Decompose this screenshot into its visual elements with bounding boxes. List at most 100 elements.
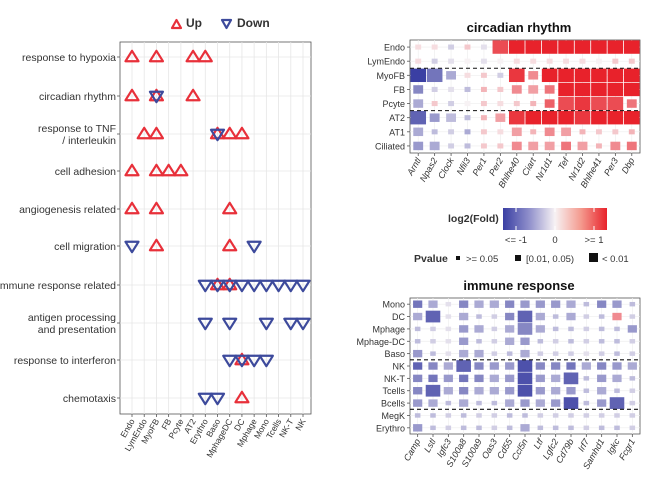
heatmap-cell	[428, 362, 438, 370]
heatmap-cell	[614, 351, 620, 356]
heatmap-cell	[551, 399, 561, 407]
heatmap-cell	[474, 349, 484, 358]
heatmap-cell	[508, 68, 525, 83]
heatmap-cell	[517, 310, 533, 323]
heatmap-cell	[623, 110, 640, 125]
heatmap-cell	[428, 374, 438, 383]
heatmap-cell	[568, 339, 574, 344]
heatmap-cell	[480, 143, 487, 149]
heatmap-cell	[541, 110, 558, 125]
heatmap-cell	[511, 127, 522, 137]
heatmap-row-label: LymEndo	[367, 57, 405, 67]
heatmap-cell	[505, 362, 515, 370]
heatmap-row-label: Mphage-DC	[356, 337, 405, 347]
heatmap-gene-label: Nr1d1	[533, 156, 554, 182]
heatmap-cell	[459, 312, 469, 321]
heatmap-cell	[410, 68, 427, 83]
heatmap-cell	[413, 99, 424, 108]
heatmap-cell	[429, 113, 440, 122]
heatmap-cell	[413, 374, 423, 383]
heatmap-cell	[429, 141, 440, 151]
heatmap-cell	[541, 40, 558, 54]
heatmap-cell	[413, 387, 423, 395]
heatmap-cell	[428, 399, 438, 407]
heatmap-cell	[561, 127, 571, 137]
heatmap-cell	[464, 72, 471, 78]
term-label: response to hypoxia	[22, 52, 116, 64]
heatmap-cell	[474, 374, 484, 383]
up-triangle-marker	[148, 201, 165, 215]
heatmap-cell	[520, 424, 530, 432]
up-triangle-marker	[148, 163, 165, 177]
heatmap-cell	[597, 399, 607, 407]
up-triangle-marker	[222, 238, 238, 252]
up-triangle-marker	[148, 49, 165, 63]
heatmap-gene-label: Clock	[436, 156, 456, 181]
down-triangle-marker	[258, 354, 274, 368]
heatmap-cell	[566, 312, 576, 321]
heatmap-cell	[544, 127, 555, 137]
heatmap-row-label: DC	[392, 312, 405, 322]
heatmap-cell	[413, 127, 424, 137]
pvalue-size-large-icon	[589, 253, 598, 262]
heatmap-cell	[552, 351, 559, 356]
down-triangle-icon	[220, 18, 233, 30]
heatmap-cell	[579, 58, 586, 64]
heatmap-cell	[535, 362, 545, 370]
heatmap-cell	[583, 326, 590, 332]
up-triangle-marker	[124, 88, 140, 102]
heatmap-cell	[551, 374, 561, 383]
heatmap-cell	[415, 58, 422, 64]
heatmap-cell	[480, 129, 487, 135]
heatmap-cell	[551, 387, 561, 395]
down-triangle-marker	[222, 317, 238, 331]
up-triangle-marker	[148, 238, 165, 252]
heatmap-cell	[558, 40, 574, 54]
heatmap-cell	[413, 399, 423, 407]
down-triangle-marker	[283, 279, 299, 293]
heatmap-cell	[489, 362, 499, 370]
colorbar-ticks	[515, 208, 595, 230]
heatmap-gene-label: Camp	[402, 437, 423, 463]
up-triangle-marker	[185, 49, 201, 63]
down-triangle-marker	[295, 279, 311, 293]
heatmap-cell	[511, 85, 522, 94]
heatmap-cell	[480, 115, 487, 121]
heatmap-cell	[474, 300, 484, 308]
heatmap-cell	[506, 425, 513, 431]
heatmap-cell	[629, 301, 636, 307]
heatmap-cell	[413, 424, 423, 432]
heatmap-cell	[544, 141, 555, 151]
term-label: cell adhesion	[55, 166, 116, 178]
heatmap-cell	[541, 68, 558, 83]
heatmap-cell	[491, 425, 498, 431]
heatmap-cell	[563, 58, 570, 64]
heatmap-cell	[505, 399, 515, 407]
heatmap-cell	[598, 314, 605, 319]
celltype-label: FB	[159, 417, 173, 432]
heatmap-cell	[425, 384, 441, 397]
immune-heatmap-body: Mono DC Mphage Mphage-DC Baso NK NK-T Tcells Bce…	[356, 297, 641, 471]
colorbar-title: log2(Fold)	[448, 213, 499, 225]
heatmap-cell	[459, 325, 469, 333]
heatmap-cell	[497, 72, 504, 78]
heatmap-cell	[528, 141, 539, 151]
pvalue-item-2: [0.01, 0.05)	[526, 254, 574, 265]
up-triangle-icon	[170, 18, 183, 30]
heatmap-cell	[431, 86, 438, 92]
heatmap-cell	[591, 40, 607, 54]
heatmap-cell	[583, 376, 590, 381]
term-labels: response to hypoxia circadian rhythm respo…	[0, 52, 120, 405]
down-triangle-marker	[124, 240, 140, 254]
heatmap-cell	[583, 314, 590, 319]
heatmap-cell	[609, 397, 625, 409]
heatmap-cell	[505, 374, 515, 383]
heatmap-cell	[552, 339, 559, 344]
celltype-label: NK	[293, 417, 308, 433]
heatmap-cell	[474, 387, 484, 395]
heatmap-cell	[517, 384, 533, 397]
heatmap-cell	[574, 110, 591, 125]
heatmap-cell	[612, 362, 622, 370]
down-triangle-marker	[295, 317, 311, 331]
heatmap-cell	[537, 339, 544, 344]
